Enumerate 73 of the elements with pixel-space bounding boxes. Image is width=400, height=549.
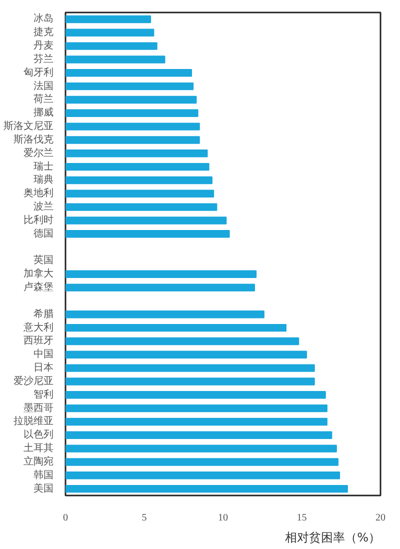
x-tick-label: 10 (218, 512, 228, 524)
y-tick-label: 德国 (34, 228, 54, 240)
bar (66, 42, 158, 50)
y-tick-label: 英国 (34, 254, 54, 266)
bar (66, 458, 338, 466)
y-tick-label: 芬兰 (34, 52, 54, 65)
bar (66, 378, 315, 386)
bar (66, 136, 200, 144)
bar (66, 28, 154, 36)
bar (66, 109, 198, 117)
y-tick-label: 爱沙尼亚 (14, 374, 54, 387)
bar (66, 176, 212, 184)
y-tick-label: 韩国 (34, 468, 54, 481)
y-tick-label: 以色列 (24, 428, 54, 441)
y-tick-label: 奥地利 (24, 187, 54, 200)
bar (66, 82, 194, 90)
y-tick-label: 法国 (34, 80, 54, 92)
y-tick-label: 卢森堡 (24, 281, 54, 294)
bar (66, 364, 315, 372)
y-tick-label: 匈牙利 (24, 66, 54, 78)
y-tick-label: 智利 (34, 388, 54, 400)
y-tick-label: 荷兰 (34, 93, 54, 106)
bar (66, 472, 340, 480)
bar (66, 230, 230, 238)
bar (66, 122, 200, 130)
bar (66, 56, 166, 64)
bar (66, 310, 264, 318)
y-tick-label: 拉脱维亚 (14, 415, 54, 428)
x-tick-label: 20 (376, 512, 386, 524)
y-tick-label: 斯洛伐克 (14, 133, 54, 146)
y-tick-label: 斯洛文尼亚 (4, 120, 54, 132)
y-tick-label: 加拿大 (24, 268, 54, 280)
bar (66, 404, 328, 412)
x-tick-label: 5 (142, 512, 147, 524)
y-tick-label: 墨西哥 (24, 402, 54, 414)
bar (66, 69, 192, 77)
y-tick-label: 西班牙 (24, 334, 54, 347)
y-tick-label: 日本 (34, 362, 54, 374)
bar (66, 444, 337, 452)
y-tick-label: 希腊 (34, 308, 54, 320)
bar (66, 15, 152, 24)
y-tick-label: 意大利 (22, 321, 54, 334)
bar (66, 350, 307, 358)
y-tick-label: 捷克 (34, 26, 54, 38)
y-tick-label: 瑞士 (34, 160, 54, 172)
bar (66, 391, 326, 399)
y-tick-label: 土耳其 (24, 442, 54, 454)
y-tick-label: 挪威 (34, 106, 54, 119)
bar (66, 203, 218, 211)
y-tick-label: 中国 (34, 348, 54, 360)
bar (66, 150, 208, 158)
bar (66, 270, 257, 278)
bar (66, 337, 300, 346)
y-tick-label: 立陶宛 (24, 455, 54, 468)
y-tick-label: 比利时 (24, 214, 54, 226)
x-tick-label: 0 (63, 512, 68, 524)
bar (66, 162, 210, 171)
x-tick-label: 15 (296, 512, 307, 524)
bar (66, 418, 328, 426)
bar (66, 190, 214, 198)
y-tick-label: 波兰 (34, 200, 54, 213)
y-tick-label: 冰岛 (34, 12, 54, 25)
bar (66, 431, 332, 439)
y-tick-label: 美国 (34, 482, 54, 494)
y-tick-label: 爱尔兰 (24, 146, 54, 159)
bar (66, 216, 227, 224)
bar (66, 484, 348, 493)
bar (66, 284, 255, 292)
bar (66, 96, 197, 104)
y-tick-label: 丹麦 (34, 40, 54, 52)
y-tick-label: 瑞典 (34, 174, 54, 186)
bar (66, 324, 286, 332)
x-axis-title: 相对贫困率（%） (285, 530, 381, 544)
